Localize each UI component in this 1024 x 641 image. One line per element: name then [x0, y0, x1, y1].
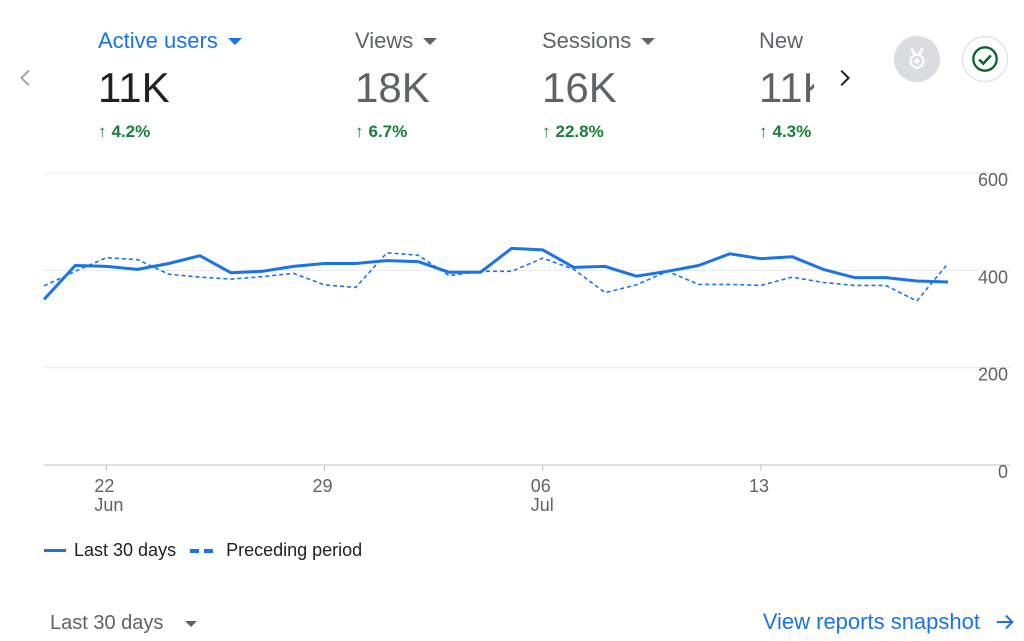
solid-line-icon: [44, 549, 66, 552]
series-line-current: [42, 246, 949, 301]
metric-label[interactable]: Sessions: [542, 28, 656, 54]
chart-legend: Last 30 days Preceding period: [44, 540, 376, 561]
series-line-previous: [43, 252, 949, 302]
previous-metrics-button[interactable]: [12, 64, 40, 92]
y-tick-label: 400: [978, 267, 1008, 287]
metric-sessions[interactable]: Sessions 16K ↑ 22.8%: [542, 28, 656, 142]
legend-previous: Preceding period: [190, 540, 362, 561]
award-button[interactable]: [894, 36, 940, 82]
arrow-up-icon: ↑: [98, 122, 107, 141]
metric-change: ↑ 4.3%: [759, 122, 812, 141]
status-check-button[interactable]: [962, 36, 1008, 82]
y-tick-label: 200: [978, 365, 1008, 385]
metric-label[interactable]: New: [759, 28, 804, 53]
dashed-line-icon: [190, 548, 217, 553]
metric-new-users[interactable]: New 11K ↑4.3%: [759, 28, 814, 142]
metric-cards: Active users 11K ↑ 4.2% Views 18K ↑ 6.7% S…: [44, 28, 814, 163]
date-range-label: Last 30 days: [50, 612, 164, 634]
metric-change: ↑ 4.2%: [98, 122, 151, 141]
x-tick-label: 29: [313, 476, 333, 496]
caret-down-icon: [423, 37, 438, 45]
line-chart: 600 400 200 0 22 Jun 29 06 Jul 13: [0, 165, 1024, 535]
chevron-left-icon: [20, 70, 30, 86]
legend-current: Last 30 days: [44, 540, 176, 561]
arrow-up-icon: ↑: [759, 122, 768, 141]
metric-label[interactable]: Active users: [98, 28, 242, 54]
y-tick-label: 0: [998, 462, 1008, 482]
check-circle-icon: [972, 46, 998, 72]
caret-down-icon: [227, 37, 242, 45]
chevron-right-icon: [840, 69, 851, 87]
arrow-up-icon: ↑: [542, 122, 551, 141]
metric-value: 11K: [759, 64, 814, 111]
metric-change: ↑ 22.8%: [542, 122, 604, 141]
date-range-dropdown[interactable]: Last 30 days: [50, 612, 198, 635]
metric-label[interactable]: Views: [355, 28, 438, 54]
metric-value: 16K: [542, 64, 617, 111]
x-tick-month: Jul: [531, 495, 554, 515]
metric-change: ↑ 6.7%: [355, 122, 408, 141]
x-tick-label: 06: [531, 476, 551, 496]
metric-views[interactable]: Views 18K ↑ 6.7%: [355, 28, 438, 142]
metric-value: 18K: [355, 64, 430, 111]
next-metrics-button[interactable]: [830, 64, 858, 92]
y-tick-label: 600: [978, 170, 1008, 190]
view-reports-snapshot-link[interactable]: View reports snapshot: [763, 609, 1016, 635]
arrow-right-icon: [996, 614, 1014, 630]
x-tick-month: Jun: [94, 495, 123, 515]
x-tick-label: 22: [94, 476, 114, 496]
x-tick-label: 13: [749, 476, 769, 496]
view-reports-snapshot-label: View reports snapshot: [762, 609, 980, 634]
caret-down-icon: [641, 37, 656, 45]
arrow-up-icon: ↑: [355, 122, 364, 141]
metric-active-users[interactable]: Active users 11K ↑ 4.2%: [98, 28, 242, 142]
metric-value: 11K: [98, 64, 170, 111]
caret-down-icon: [185, 620, 198, 627]
award-icon: [909, 47, 925, 69]
